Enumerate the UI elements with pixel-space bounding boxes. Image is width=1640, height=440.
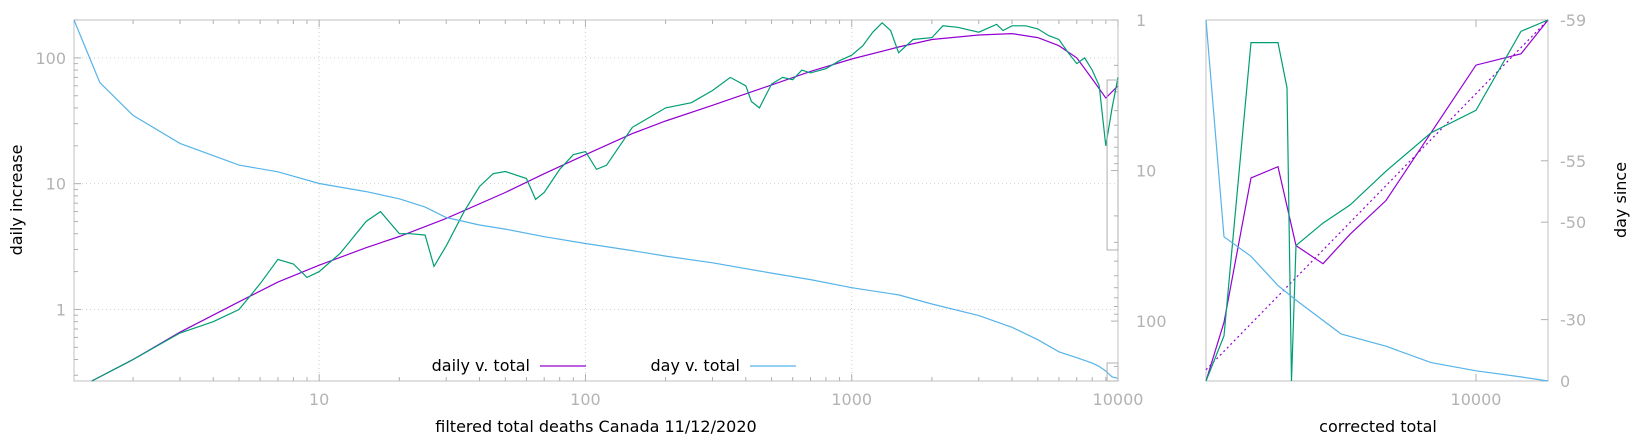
legend-label: daily v. total	[432, 356, 530, 375]
main-y2-tick-label: 10	[1136, 162, 1156, 181]
inset-panel: 10000 -59 -55 -50 -30 0	[1205, 11, 1586, 409]
main-y2-tick-label: 1	[1136, 11, 1146, 30]
main-x-tick-label: 10000	[1093, 390, 1144, 409]
main-x-tick-label: 1000	[831, 390, 872, 409]
main-y-tick-label: 100	[35, 49, 66, 68]
main-series-line-2	[73, 19, 1119, 379]
legend-label: day v. total	[651, 356, 741, 375]
main-series-line-1	[91, 21, 1119, 382]
inset-plot-frame	[1205, 19, 1549, 382]
inset-series-line-3	[1205, 19, 1549, 382]
inset-series-line-0	[1205, 19, 1549, 382]
main-y-tick-label: 10	[46, 175, 66, 194]
main-panel: 10 100 1000 10000 1 10 100 1 10 100 daily v. total…	[35, 11, 1166, 409]
inset-x-axis-title: corrected total	[1319, 417, 1437, 436]
inset-y2-tick-label: 0	[1560, 372, 1570, 391]
inset-y2-tick-label: -59	[1560, 11, 1586, 30]
main-x-tick-label: 10	[309, 390, 329, 409]
main-zoom-box	[1106, 362, 1119, 382]
main-plot-frame	[73, 19, 1119, 382]
inset-y2-tick-label: -50	[1560, 213, 1586, 232]
main-x-tick-label: 100	[570, 390, 601, 409]
inset-y2-tick-label: -55	[1560, 152, 1586, 171]
inset-series-line-2	[1205, 19, 1549, 382]
main-y2-tick-label: 100	[1136, 312, 1167, 331]
inset-x-tick-label: 10000	[1451, 390, 1502, 409]
inset-y2-axis-title: day since	[1611, 162, 1630, 238]
inset-y2-tick-label: -30	[1560, 311, 1586, 330]
main-x-axis-title: filtered total deaths Canada 11/12/2020	[435, 417, 756, 436]
main-y-tick-label: 1	[56, 300, 66, 319]
main-series-line-0	[91, 32, 1119, 382]
inset-series-line-1	[1205, 19, 1549, 371]
main-zoom-box	[1106, 79, 1119, 251]
main-y-axis-title: daily increase	[7, 145, 26, 256]
